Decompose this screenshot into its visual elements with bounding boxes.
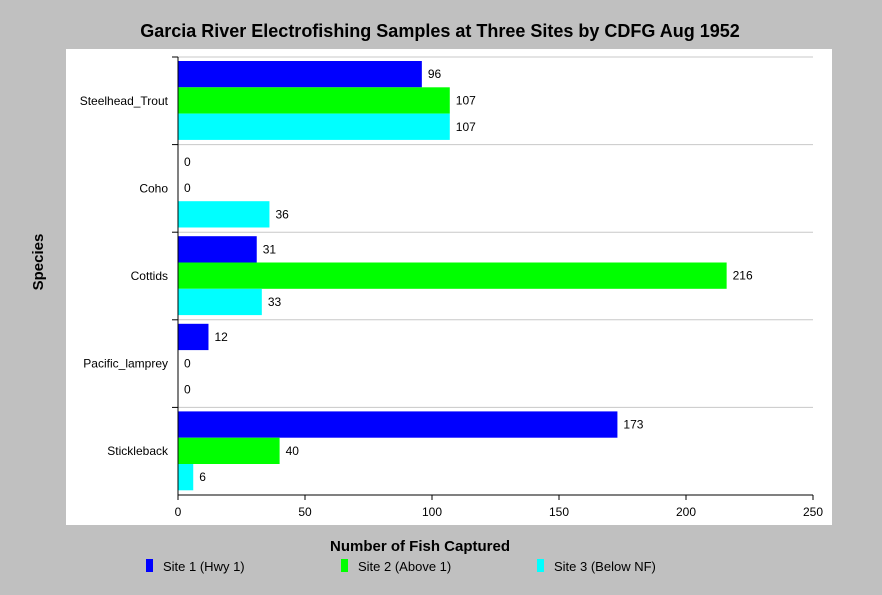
data-label: 0 (184, 181, 191, 195)
data-label: 107 (456, 120, 476, 134)
x-axis-title: Number of Fish Captured (330, 538, 510, 555)
legend-swatch (537, 559, 544, 572)
x-tick-label: 150 (549, 505, 569, 519)
bar (178, 464, 194, 491)
legend-label: Site 1 (Hwy 1) (163, 559, 245, 574)
bar (178, 113, 450, 140)
data-label: 31 (263, 242, 277, 256)
legend: Site 1 (Hwy 1) Site 2 (Above 1) Site 3 (Be… (146, 559, 656, 574)
data-label: 12 (214, 330, 228, 344)
legend-label: Site 3 (Below NF) (554, 559, 656, 574)
data-label: 36 (275, 207, 289, 221)
bar (178, 201, 270, 228)
chart-title: Garcia River Electrofishing Samples at T… (140, 21, 740, 41)
x-tick-label: 250 (803, 505, 823, 519)
bar (178, 411, 618, 438)
data-label: 96 (428, 67, 442, 81)
y-tick-label: Steelhead_Trout (80, 94, 169, 108)
data-label: 33 (268, 295, 282, 309)
bar (178, 87, 450, 114)
bar (178, 288, 262, 316)
y-tick-label: Cottids (131, 269, 168, 283)
x-tick-label: 200 (676, 505, 696, 519)
x-tick-label: 0 (175, 505, 182, 519)
bar (178, 323, 209, 351)
legend-swatch (146, 559, 153, 572)
bar (178, 61, 422, 88)
legend-swatch (341, 559, 348, 572)
y-tick-label: Coho (139, 181, 168, 195)
x-tick-label: 50 (298, 505, 312, 519)
data-label: 173 (623, 418, 643, 432)
data-label: 0 (184, 155, 191, 169)
data-label: 0 (184, 356, 191, 370)
data-label: 216 (733, 269, 753, 283)
bar (178, 236, 257, 263)
legend-label: Site 2 (Above 1) (358, 559, 451, 574)
bar (178, 262, 727, 289)
plot-layer: 96 107 107 Steelhead_Trout 0 0 36 Coho 31 216 33 Co… (80, 56, 823, 519)
x-tick-label: 100 (422, 505, 442, 519)
data-label: 107 (456, 93, 476, 107)
data-label: 0 (184, 383, 191, 397)
data-label: 6 (199, 470, 206, 484)
y-tick-label: Stickleback (107, 444, 169, 458)
y-tick-label: Pacific_lamprey (83, 357, 168, 371)
bar (178, 437, 280, 464)
y-axis-title: Species (30, 234, 47, 291)
data-label: 40 (286, 444, 300, 458)
